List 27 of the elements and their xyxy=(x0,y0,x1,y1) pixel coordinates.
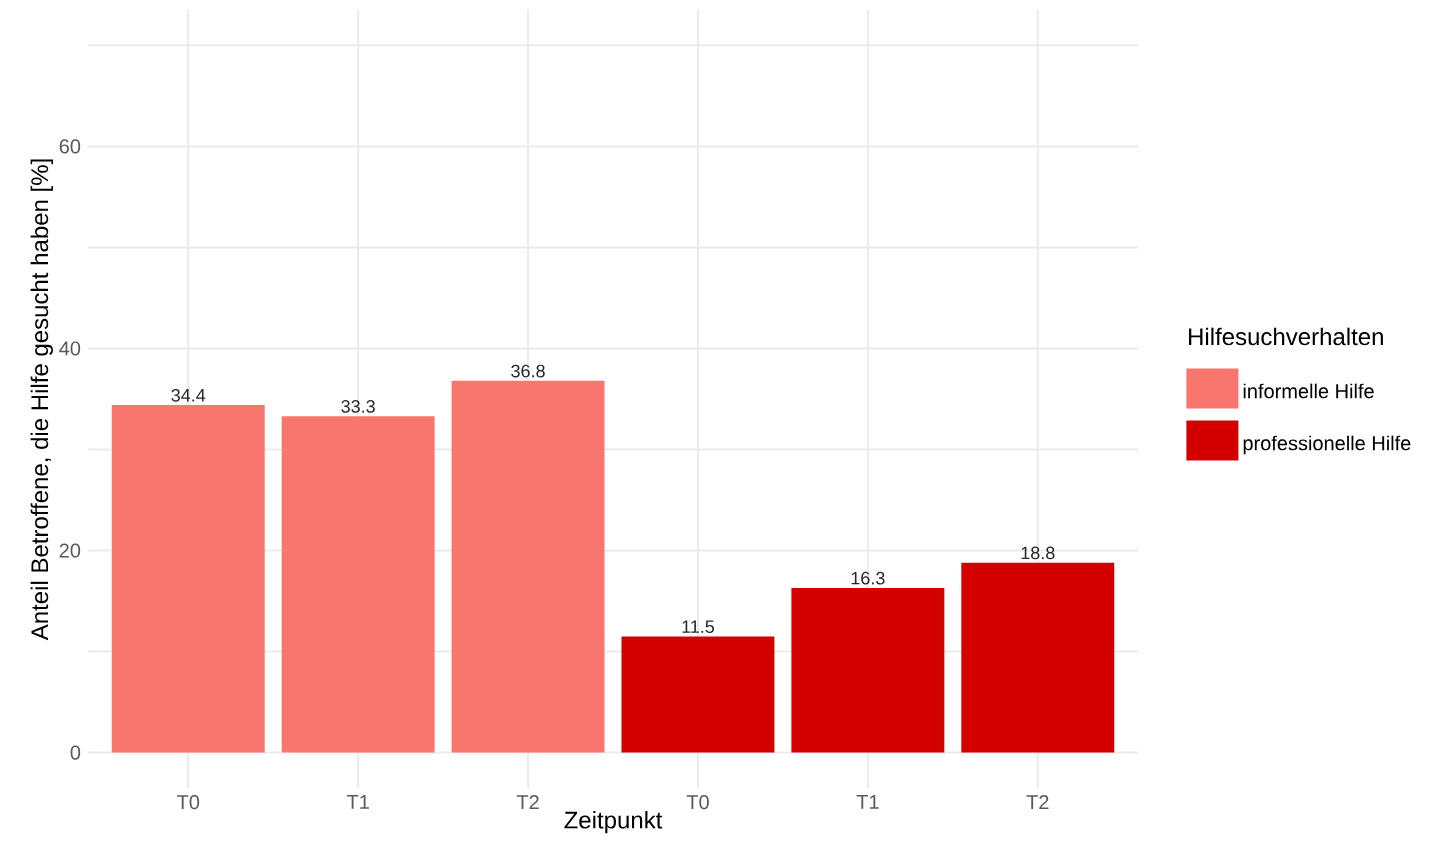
y-tick-label: 40 xyxy=(59,341,81,356)
x-tick-label: T2 xyxy=(516,795,539,810)
data-label: 16.3 xyxy=(851,571,885,585)
bar xyxy=(961,562,1115,753)
y-axis-title: Anteil Betroffene, die Hilfe gesucht haben [%] xyxy=(30,159,53,641)
x-tick-label: T0 xyxy=(177,795,200,810)
bar xyxy=(621,636,775,753)
bar xyxy=(451,380,605,753)
data-label: 11.5 xyxy=(682,620,715,634)
x-tick-label: T2 xyxy=(1026,795,1049,810)
y-tick-label: 20 xyxy=(59,543,81,558)
legend-label: professionelle Hilfe xyxy=(1243,435,1411,455)
data-label: 36.8 xyxy=(511,364,545,378)
x-tick-label: T0 xyxy=(686,795,709,810)
legend-title: Hilfesuchverhalten xyxy=(1189,327,1383,346)
data-label: 33.3 xyxy=(341,400,375,413)
data-label: 34.4 xyxy=(171,388,206,402)
y-tick-label: 0 xyxy=(70,745,81,760)
legend-label: informelle Hilfe xyxy=(1243,383,1374,399)
x-tick-label: T1 xyxy=(346,795,369,809)
y-tick-label: 60 xyxy=(59,139,81,154)
bar xyxy=(111,405,265,753)
bar xyxy=(791,587,945,753)
bar xyxy=(281,416,435,753)
x-tick-label: T1 xyxy=(856,795,879,809)
x-axis-title: Zeitpunkt xyxy=(564,810,663,834)
data-label: 18.8 xyxy=(1021,546,1055,560)
